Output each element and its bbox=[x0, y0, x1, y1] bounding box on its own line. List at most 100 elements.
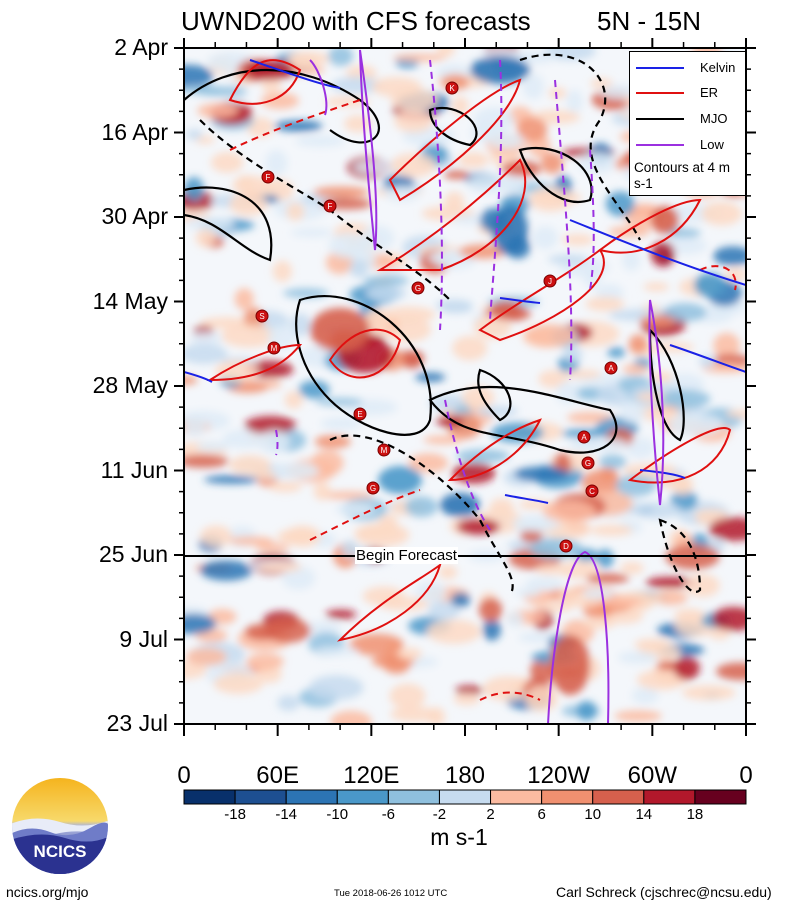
colorbar-box bbox=[643, 789, 696, 805]
axis-ticks bbox=[174, 38, 756, 736]
er-contour bbox=[206, 343, 303, 382]
anomaly-cell bbox=[186, 129, 203, 140]
anomaly-cell bbox=[524, 324, 576, 348]
anomaly-cell bbox=[408, 453, 449, 473]
anomaly-cell bbox=[184, 64, 214, 88]
anomaly-cell bbox=[354, 525, 401, 538]
colorbar-tick-label: -6 bbox=[381, 806, 396, 823]
anomaly-cell bbox=[328, 48, 354, 67]
cyclone-marker: G bbox=[366, 481, 380, 495]
anomaly-cell bbox=[200, 560, 253, 581]
colorbar-tick-label: -18 bbox=[224, 806, 246, 823]
low-contour bbox=[547, 550, 610, 724]
low-contour bbox=[309, 59, 328, 116]
anomaly-cell bbox=[427, 707, 446, 724]
anomaly-cell bbox=[213, 673, 264, 694]
anomaly-cell bbox=[565, 369, 602, 379]
anomaly-cell bbox=[682, 685, 736, 701]
x-tick-label: 60E bbox=[256, 762, 299, 789]
anomaly-cell bbox=[268, 481, 303, 493]
anomaly-cell bbox=[184, 343, 228, 364]
colorbar-tick-label: 10 bbox=[584, 806, 602, 823]
er-contour bbox=[336, 562, 442, 642]
anomaly-cell bbox=[620, 400, 646, 423]
anomaly-cell bbox=[590, 78, 613, 89]
anomaly-cell bbox=[260, 92, 299, 110]
anomaly-cell bbox=[390, 88, 438, 112]
anomaly-core bbox=[310, 308, 370, 352]
anomaly-cell bbox=[290, 228, 334, 238]
colorbar bbox=[183, 789, 747, 805]
mjo-contour bbox=[518, 147, 593, 203]
cyclone-marker: D bbox=[559, 539, 573, 553]
anomaly-cell bbox=[385, 186, 419, 202]
anomaly-cell bbox=[615, 474, 657, 497]
colorbar-box bbox=[592, 789, 645, 805]
colorbar-box bbox=[234, 789, 287, 805]
anomaly-cell bbox=[452, 335, 488, 361]
anomaly-cell bbox=[515, 587, 541, 598]
anomaly-cell bbox=[349, 259, 369, 278]
anomaly-cell bbox=[725, 409, 746, 419]
anomaly-cell bbox=[582, 587, 615, 600]
anomaly-cell bbox=[246, 653, 284, 670]
anomaly-cell bbox=[229, 192, 268, 216]
anomaly-cell bbox=[558, 560, 600, 579]
x-tick-label: 60W bbox=[627, 762, 677, 789]
legend-item-er: ER bbox=[630, 83, 747, 103]
anomaly-cell bbox=[530, 109, 581, 125]
anomaly-cell bbox=[530, 658, 554, 685]
anomaly-core bbox=[492, 205, 528, 255]
anomaly-cell bbox=[667, 413, 724, 436]
anomaly-cell bbox=[229, 455, 271, 475]
mjo-contour bbox=[477, 368, 512, 422]
anomaly-cell bbox=[184, 375, 198, 385]
cyclone-marker-label: G bbox=[585, 459, 591, 468]
er-contour bbox=[447, 418, 542, 482]
anomaly-cell bbox=[450, 592, 471, 608]
anomaly-cell bbox=[392, 53, 446, 62]
ncics-logo: NCICS bbox=[12, 778, 108, 874]
anomaly-cell bbox=[185, 647, 227, 666]
colorbar-box bbox=[285, 789, 338, 805]
kelvin-contour bbox=[504, 494, 549, 504]
anomaly-cell bbox=[566, 89, 583, 113]
anomaly-cell bbox=[620, 561, 644, 575]
anomaly-cell bbox=[255, 543, 290, 552]
legend-item-mjo: MJO bbox=[630, 109, 747, 129]
anomaly-cell bbox=[423, 435, 463, 445]
y-tick-label: 14 May bbox=[92, 287, 168, 314]
anomaly-cell bbox=[197, 103, 239, 118]
anomaly-core bbox=[378, 466, 422, 494]
anomaly-cell bbox=[210, 152, 244, 173]
anomaly-cell bbox=[520, 528, 543, 543]
legend-label-low: Low bbox=[700, 137, 724, 152]
colorbar-units: m s-1 bbox=[430, 824, 488, 850]
low-contour bbox=[648, 299, 665, 506]
legend: Kelvin ER MJO Low Contours at 4 m s-1 bbox=[629, 51, 746, 196]
anomaly-cell bbox=[404, 496, 438, 518]
anomaly-cell bbox=[190, 331, 223, 347]
anomaly-cell bbox=[625, 437, 655, 459]
anomaly-cell bbox=[473, 314, 512, 340]
anomaly-cell bbox=[622, 248, 641, 271]
anomaly-cell bbox=[258, 562, 302, 573]
colorbar-tick-label: -10 bbox=[326, 806, 349, 823]
anomaly-cell bbox=[650, 371, 673, 383]
cyclone-marker: M bbox=[267, 341, 281, 355]
er-contour bbox=[228, 59, 302, 105]
anomaly-cell bbox=[328, 232, 368, 259]
cyclone-marker: J bbox=[543, 274, 557, 288]
cyclone-marker: C bbox=[585, 484, 599, 498]
colorbar-tick-label: -2 bbox=[432, 806, 447, 823]
cyclone-marker-label: M bbox=[271, 344, 278, 353]
anomaly-cell bbox=[222, 429, 267, 449]
anomaly-cell bbox=[426, 619, 482, 644]
anomaly-cell bbox=[415, 581, 447, 604]
anomaly-cell bbox=[524, 685, 558, 712]
anomaly-cell bbox=[532, 226, 558, 250]
mjo-contour bbox=[658, 518, 702, 593]
anomaly-cell bbox=[325, 609, 357, 619]
anomaly-cell bbox=[286, 202, 305, 221]
anomaly-core bbox=[440, 493, 480, 517]
